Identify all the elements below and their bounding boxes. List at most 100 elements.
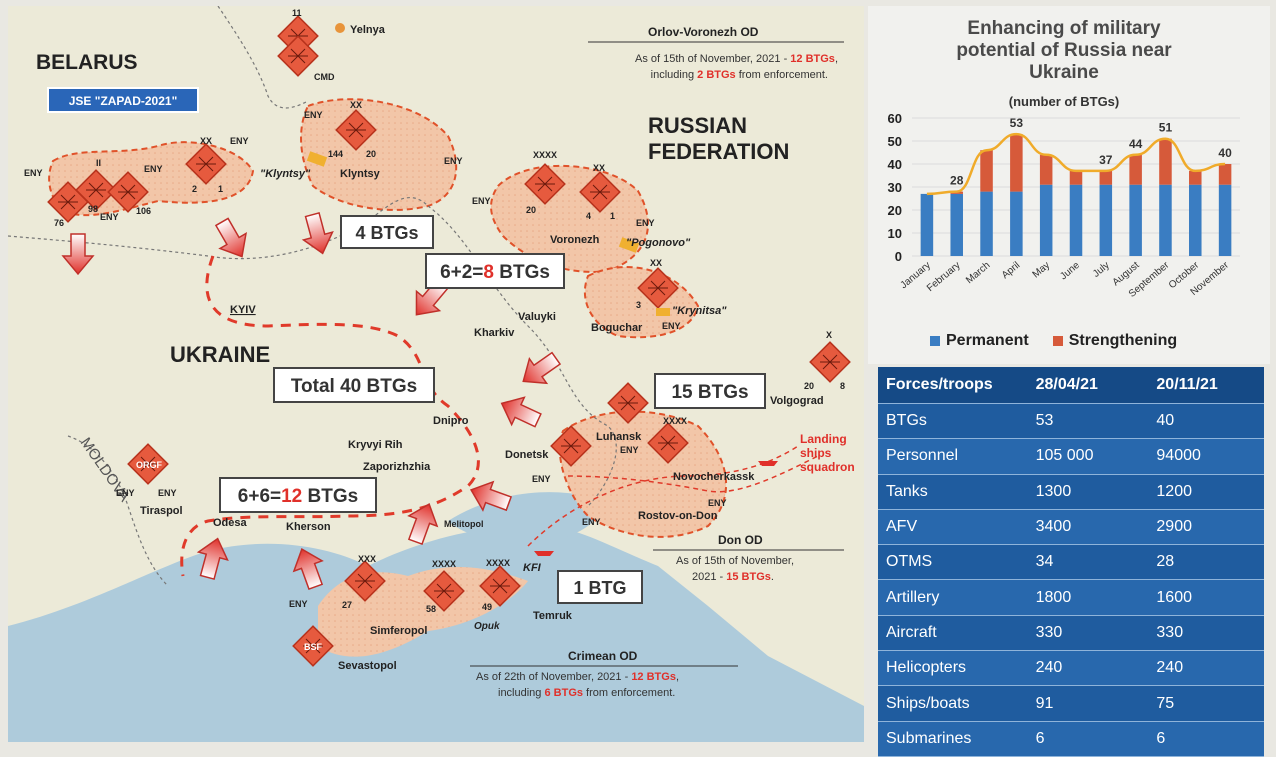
unit-label-ii: II	[96, 158, 101, 168]
svg-text:6+6=12 BTGs: 6+6=12 BTGs	[238, 486, 358, 507]
table-row: BTGs 53 40	[878, 403, 1264, 440]
y-tick-label: 0	[895, 249, 902, 264]
city-temruk: Temruk	[533, 610, 573, 622]
unit-label-144: 144	[328, 149, 343, 159]
table-cell-value: 34	[1027, 544, 1149, 581]
table-cell-value: 1800	[1027, 579, 1149, 616]
svg-text:Don OD: Don OD	[718, 533, 763, 547]
y-tick-label: 40	[888, 157, 902, 172]
table-header-row: Forces/troops 28/04/21 20/11/21	[878, 367, 1264, 404]
unit-label-27: 27	[342, 600, 352, 610]
bar-permanent	[980, 191, 993, 256]
chart-title-line-2: potential of Russia near	[956, 40, 1172, 61]
table-cell-value: 3400	[1027, 509, 1149, 546]
city-melitopol: Melitopol	[444, 519, 484, 529]
label-bsf: BSF	[304, 642, 323, 652]
city-opuk: Opuk	[474, 621, 500, 632]
table-cell-value: 105 000	[1027, 438, 1149, 475]
bar-strengthening	[1010, 134, 1023, 192]
table-cell-label: Artillery	[878, 579, 1028, 616]
table-cell-value: 1600	[1148, 579, 1264, 616]
chart-title-line-3: Ukraine	[1029, 62, 1099, 83]
legend-strengthening: Strengthening	[1052, 332, 1178, 350]
eny-4: ENY	[144, 164, 163, 174]
y-tick-label: 10	[888, 226, 902, 241]
unit-label-xx-2: XX	[200, 136, 212, 146]
label-russia-2: FEDERATION	[648, 139, 789, 164]
city-kherson: Kherson	[286, 521, 331, 533]
city-cmd: CMD	[314, 72, 335, 82]
btg-box-15: 15 BTGs	[654, 373, 766, 409]
label-belarus: BELARUS	[36, 51, 138, 74]
city-simferopol: Simferopol	[370, 625, 427, 637]
btg-box-8: 6+2=8 BTGs	[425, 253, 565, 289]
border-belarus-ukraine	[8, 196, 429, 260]
unit-label-20: 20	[366, 149, 376, 159]
svg-text:As of 15th of November,: As of 15th of November,	[676, 555, 794, 567]
chart-legend: Permanent Strengthening	[930, 332, 1177, 350]
unit-label-xx-4: XX	[650, 258, 662, 268]
y-tick-label: 50	[888, 134, 902, 149]
legend-strengthening-label: Strengthening	[1068, 332, 1178, 349]
header-forces: Forces/troops	[878, 367, 1028, 404]
table-cell-value: 240	[1148, 650, 1264, 687]
bar-strengthening	[1069, 170, 1083, 185]
city-yelnya: Yelnya	[350, 24, 386, 36]
table-cell-value: 1300	[1027, 474, 1149, 510]
eny-3: ENY	[230, 136, 249, 146]
x-tick-label: June	[1058, 260, 1082, 283]
eny-7: ENY	[472, 196, 491, 206]
eny-14: ENY	[116, 488, 135, 498]
front-line	[180, 255, 480, 577]
btg-box-1: 1 BTG	[557, 570, 643, 604]
eny-12: ENY	[708, 498, 727, 508]
bar-strengthening	[1189, 170, 1202, 185]
city-dnipro: Dnipro	[433, 415, 469, 427]
unit-label-1b: 1	[610, 211, 615, 221]
table-cell-value: 91	[1027, 685, 1149, 722]
city-novocherkassk: Novocherkassk	[673, 471, 755, 483]
legend-permanent: Permanent	[930, 332, 1029, 350]
orlov-od-note: Orlov-Voronezh OD As of 15th of November…	[588, 25, 844, 81]
landing-ships-label: Landing ships squadron	[800, 432, 855, 474]
city-kharkiv: Kharkiv	[474, 327, 515, 339]
klyntsy-camp	[306, 151, 328, 167]
svg-text:ships: ships	[800, 446, 832, 460]
eny-6: ENY	[100, 212, 119, 222]
table-cell-value: 28	[1148, 544, 1264, 581]
table-row: Aircraft 330 330	[878, 615, 1264, 652]
city-luhansk: Luhansk	[596, 431, 642, 443]
chart-title: Enhancing of military potential of Russi…	[868, 18, 1260, 84]
legend-permanent-label: Permanent	[946, 332, 1029, 349]
bar-permanent	[1099, 184, 1113, 256]
table-cell-value: 1200	[1148, 474, 1264, 510]
bar-permanent	[1189, 184, 1202, 256]
unit-label-1: 1	[218, 184, 223, 194]
bar-permanent	[1218, 184, 1232, 256]
unit-label-xxxx-4: XXXX	[486, 558, 510, 568]
unit-label-4: 4	[586, 211, 591, 221]
y-tick-label: 60	[888, 111, 902, 126]
city-sevastopol: Sevastopol	[338, 660, 397, 672]
border-north	[217, 6, 309, 109]
x-tick-label: May	[1031, 260, 1053, 281]
bar-permanent	[1010, 191, 1023, 256]
don-od-note: Don OD As of 15th of November, 2021 - 15…	[653, 533, 844, 583]
btg-box-total: Total 40 BTGs	[273, 367, 435, 403]
svg-text:4 BTGs: 4 BTGs	[355, 223, 418, 243]
bar-strengthening	[1039, 154, 1053, 185]
header-date-2: 20/11/21	[1148, 367, 1264, 404]
forces-table-panel: Forces/troops 28/04/21 20/11/21 BTGs 53 40…	[878, 367, 1264, 757]
btg-box-12: 6+6=12 BTGs	[219, 477, 377, 513]
table-cell-label: Submarines	[878, 721, 1028, 757]
city-voronezh: Voronezh	[550, 234, 600, 246]
table-cell-label: AFV	[878, 509, 1028, 546]
svg-text:including 2 BTGs from enforcem: including 2 BTGs from enforcement.	[651, 69, 828, 81]
kfi-ship-icon	[534, 551, 554, 556]
city-rostov: Rostov-on-Don	[638, 510, 718, 522]
total-line	[926, 132, 1226, 196]
table-cell-value: 6	[1148, 721, 1264, 757]
table-cell-label: Tanks	[878, 474, 1028, 510]
krynitsa-camp	[656, 308, 670, 316]
unit-label-58: 58	[426, 604, 436, 614]
